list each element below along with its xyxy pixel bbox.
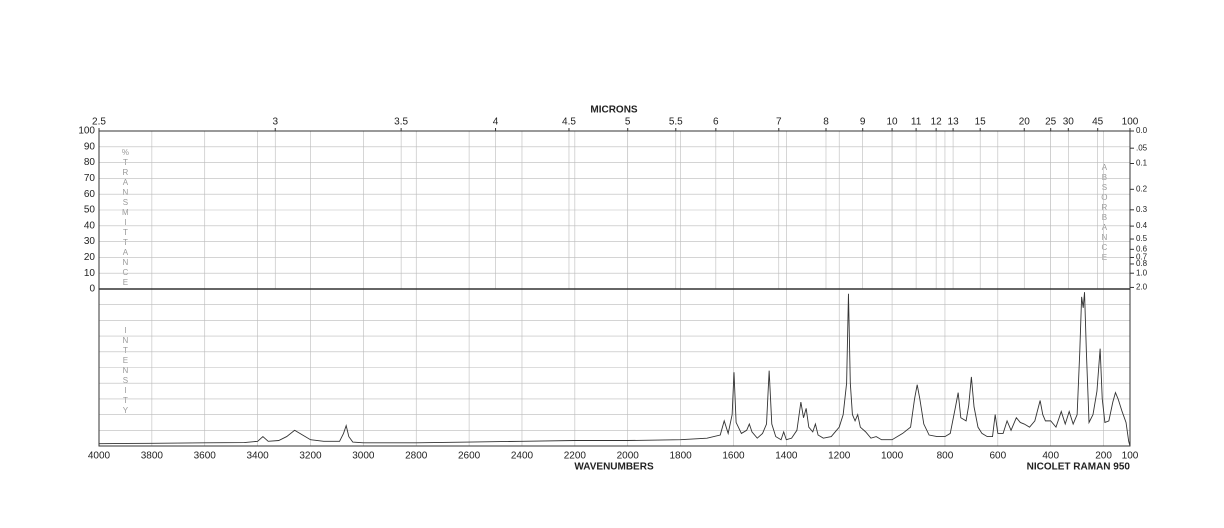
x-tick-label: 2800 [405, 451, 428, 462]
y2-tick-label: 1.0 [1136, 268, 1148, 277]
y2-tick-label: 0.4 [1136, 221, 1148, 230]
y2-tick-label: 0.2 [1136, 184, 1148, 193]
x2-tick-label: 100 [1122, 117, 1139, 128]
x2-tick-label: 5.5 [669, 117, 683, 128]
x2-tick-label: 45 [1092, 117, 1104, 128]
y-tick-label: 50 [84, 205, 96, 216]
y2-tick-label: 0.0 [1136, 126, 1148, 135]
y-tick-label: 70 [84, 173, 96, 184]
x2-tick-label: 3 [272, 117, 278, 128]
x2-tick-label: 3.5 [394, 117, 408, 128]
x-tick-label: 400 [1042, 451, 1059, 462]
x-tick-label: 200 [1095, 451, 1112, 462]
x-tick-label: 600 [989, 451, 1006, 462]
y2-tick-label: 0.3 [1136, 205, 1148, 214]
x-tick-label: 2400 [511, 451, 534, 462]
y-axis-label: %TRANSMITTANCE [121, 148, 130, 288]
y-tick-label: 100 [78, 126, 95, 137]
y-tick-label: 0 [89, 284, 95, 295]
x2-tick-label: 4.5 [562, 117, 576, 128]
x2-tick-label: 25 [1045, 117, 1057, 128]
x2-tick-label: 7 [776, 117, 782, 128]
x-tick-label: 2600 [458, 451, 481, 462]
x-tick-label: 2200 [564, 451, 587, 462]
y2-tick-label: 0.7 [1136, 253, 1148, 262]
x2-tick-label: 4 [493, 117, 499, 128]
y-tick-label: 10 [84, 268, 96, 279]
x2-tick-label: 5 [625, 117, 631, 128]
y2-tick-label: 2.0 [1136, 283, 1148, 292]
y2-tick-label: 0.6 [1136, 244, 1148, 253]
x2-axis-label: MICRONS [590, 105, 638, 116]
y2-axis-label: ABSORBANCE [1100, 163, 1109, 263]
x2-tick-label: 2.5 [92, 117, 106, 128]
y2-tick-label: 0.1 [1136, 159, 1148, 168]
y2-tick-label: 0.8 [1136, 259, 1148, 268]
x-tick-label: 1200 [828, 451, 851, 462]
x2-tick-label: 6 [713, 117, 719, 128]
x-tick-label: 1800 [669, 451, 692, 462]
x-tick-label: 3200 [299, 451, 322, 462]
x2-tick-label: 15 [975, 117, 987, 128]
x2-tick-label: 11 [911, 117, 922, 128]
x2-tick-label: 12 [931, 117, 943, 128]
x-tick-label: 4000 [88, 451, 111, 462]
x2-tick-label: 13 [948, 117, 960, 128]
x-tick-label: 3400 [246, 451, 269, 462]
y-tick-label: 90 [84, 141, 96, 152]
instrument-annotation: NICOLET RAMAN 950 [1027, 462, 1131, 473]
x-tick-label: 2000 [617, 451, 640, 462]
x2-tick-label: 30 [1063, 117, 1075, 128]
x-axis-label: WAVENUMBERS [574, 462, 654, 473]
x-tick-label: 1400 [775, 451, 798, 462]
y2-tick-label: .05 [1136, 143, 1148, 152]
y-tick-label: 30 [84, 236, 96, 247]
x-tick-label: 3000 [352, 451, 375, 462]
x-tick-label: 1600 [722, 451, 745, 462]
x-tick-label: 1000 [881, 451, 904, 462]
y-tick-label: 60 [84, 189, 96, 200]
x-tick-label: 800 [937, 451, 954, 462]
x2-tick-label: 20 [1019, 117, 1031, 128]
x2-tick-label: 8 [823, 117, 829, 128]
spectrum-line [98, 292, 1131, 447]
x-tick-label: 3800 [141, 451, 164, 462]
x-tick-label: 100 [1122, 451, 1139, 462]
x-tick-label: 3600 [194, 451, 217, 462]
y3-axis-label: INTENSITY [121, 326, 130, 416]
y-tick-label: 40 [84, 220, 96, 231]
y2-tick-label: 0.5 [1136, 234, 1148, 243]
x2-tick-label: 9 [860, 117, 866, 128]
x2-tick-label: 10 [887, 117, 899, 128]
y-tick-label: 20 [84, 252, 96, 263]
y-tick-label: 80 [84, 157, 96, 168]
